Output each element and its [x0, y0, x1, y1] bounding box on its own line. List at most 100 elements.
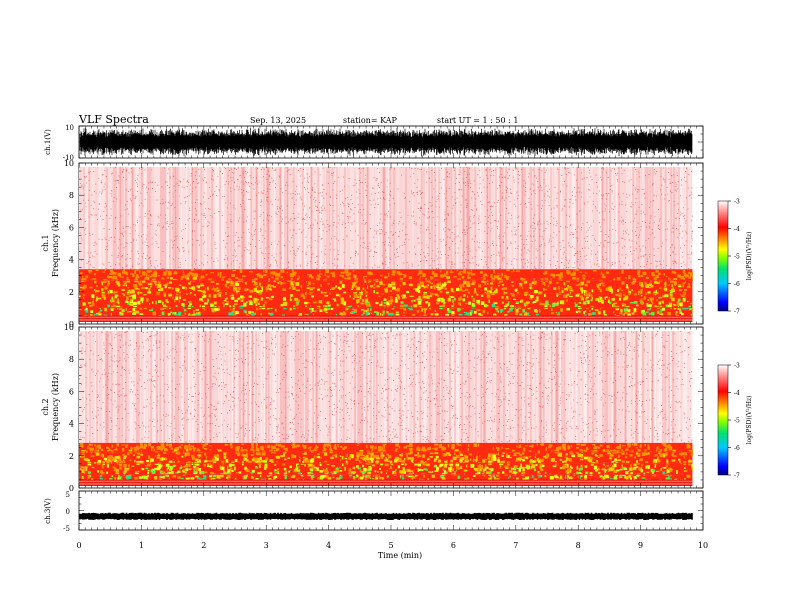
- band-cell: [597, 471, 601, 474]
- band-cell: [626, 287, 629, 290]
- band-cell: [392, 286, 396, 290]
- band-cell: [583, 449, 586, 452]
- band-cell: [559, 467, 563, 469]
- band-cell: [103, 279, 107, 283]
- band-cell: [273, 280, 276, 283]
- band-cell: [483, 274, 485, 278]
- band-cell: [216, 474, 221, 479]
- band-cell: [386, 301, 390, 306]
- band-cell: [251, 458, 255, 462]
- band-cell: [191, 306, 194, 308]
- band-cell: [255, 286, 259, 288]
- band-cell: [96, 285, 98, 287]
- band-cell: [175, 287, 179, 291]
- band-cell: [280, 281, 282, 286]
- band-cell: [339, 280, 343, 284]
- band-cell: [583, 314, 587, 317]
- band-cell: [359, 461, 362, 464]
- band-cell: [165, 463, 170, 467]
- band-cell: [122, 459, 125, 461]
- band-cell: [597, 285, 599, 289]
- band-cell: [269, 459, 274, 462]
- band-cell: [128, 464, 130, 468]
- band-cell: [686, 474, 691, 478]
- band-cell: [227, 478, 230, 481]
- band-cell: [339, 312, 344, 315]
- band-cell: [399, 284, 401, 287]
- band-cell: [413, 299, 416, 302]
- band-cell: [79, 443, 84, 445]
- band-cell: [486, 294, 491, 299]
- band-cell: [324, 295, 328, 297]
- band-cell: [518, 283, 522, 285]
- band-cell: [111, 296, 114, 300]
- band-cell: [81, 450, 85, 453]
- band-cell: [250, 454, 254, 457]
- band-cell: [658, 301, 661, 305]
- band-cell: [275, 272, 277, 277]
- band-cell: [90, 310, 94, 313]
- band-cell: [208, 278, 212, 281]
- band-cell: [225, 459, 229, 463]
- band-cell: [566, 280, 570, 283]
- band-cell: [457, 475, 460, 479]
- band-cell: [167, 474, 170, 477]
- ch2-frequency-ylabel: Frequency (kHz): [51, 373, 60, 441]
- band-cell: [550, 450, 553, 453]
- band-cell: [470, 309, 473, 314]
- band-cell: [467, 276, 471, 279]
- band-cell: [481, 276, 483, 279]
- band-cell: [466, 456, 468, 459]
- band-cell: [515, 308, 519, 313]
- band-cell: [268, 478, 272, 481]
- band-cell: [320, 474, 325, 479]
- band-cell: [323, 447, 327, 452]
- band-cell: [458, 476, 461, 478]
- band-cell: [445, 281, 447, 284]
- band-cell: [419, 298, 423, 302]
- band-cell: [369, 452, 371, 455]
- band-cell: [214, 454, 218, 458]
- band-cell: [234, 303, 238, 305]
- band-cell: [495, 447, 499, 449]
- band-cell: [138, 476, 142, 479]
- band-cell: [511, 281, 514, 283]
- ch1-ytick-bottom: -10: [63, 154, 74, 162]
- band-cell: [391, 281, 396, 286]
- band-cell: [216, 448, 218, 450]
- y-tick-label: 4: [69, 420, 74, 429]
- band-cell: [246, 453, 248, 458]
- band-cell: [451, 311, 455, 315]
- band-cell: [299, 459, 301, 462]
- band-cell: [676, 301, 680, 304]
- band-cell: [322, 446, 325, 449]
- band-cell: [664, 445, 667, 447]
- band-cell: [570, 467, 573, 469]
- band-cell: [384, 463, 389, 467]
- band-cell: [307, 314, 309, 316]
- band-cell: [326, 443, 331, 447]
- band-cell: [290, 293, 293, 297]
- band-cell: [163, 284, 167, 286]
- band-cell: [188, 443, 191, 448]
- band-cell: [585, 296, 589, 299]
- band-cell: [411, 462, 414, 464]
- band-cell: [87, 445, 89, 450]
- band-cell: [345, 460, 348, 465]
- band-cell: [654, 305, 657, 308]
- band-cell: [625, 471, 629, 475]
- band-cell: [419, 469, 424, 471]
- band-cell: [115, 460, 120, 464]
- band-cell: [601, 468, 605, 471]
- spectrogram-streaks-red: [83, 167, 688, 270]
- band-cell: [667, 312, 671, 316]
- band-cell: [471, 295, 473, 298]
- band-cell: [306, 287, 310, 289]
- band-cell: [436, 286, 440, 288]
- band-cell: [417, 290, 421, 293]
- band-cell: [223, 304, 225, 308]
- band-cell: [534, 290, 538, 293]
- band-cell: [566, 284, 569, 288]
- band-cell: [434, 447, 438, 451]
- band-cell: [544, 284, 546, 286]
